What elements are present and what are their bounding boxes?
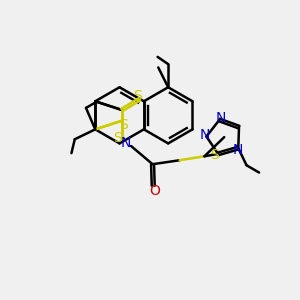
Text: N: N [216, 111, 226, 125]
Text: S: S [134, 89, 142, 103]
Text: N: N [120, 136, 131, 150]
Text: N: N [233, 143, 244, 157]
Text: S: S [114, 131, 122, 145]
Text: N: N [200, 128, 210, 142]
Text: O: O [149, 184, 160, 198]
Text: S: S [210, 148, 219, 162]
Text: S: S [119, 118, 128, 132]
